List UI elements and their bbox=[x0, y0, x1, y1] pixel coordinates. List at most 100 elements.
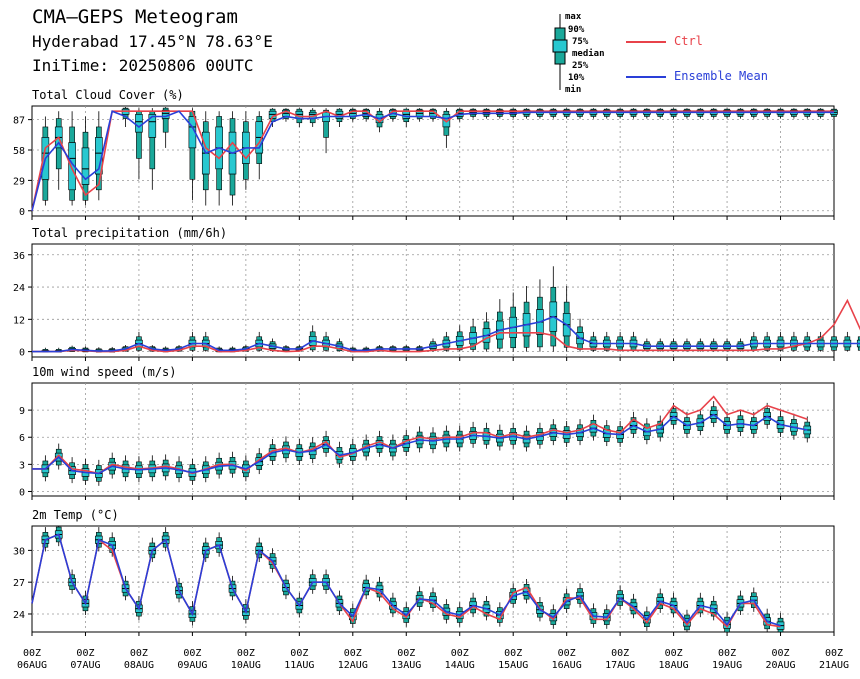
box-lower-2-53 bbox=[737, 427, 744, 432]
box-lower-3-29 bbox=[416, 602, 423, 607]
box-lower-2-30 bbox=[430, 444, 436, 450]
box-lower-0-44 bbox=[617, 114, 623, 117]
box-lower-2-15 bbox=[229, 468, 236, 474]
box-upper-1-42 bbox=[590, 336, 597, 341]
box-lower-3-10 bbox=[162, 543, 169, 548]
xlabel-time-4: 00Z bbox=[237, 648, 255, 659]
box-upper-0-23 bbox=[336, 108, 343, 112]
box-upper-2-21 bbox=[309, 442, 316, 448]
xlabel-time-11: 00Z bbox=[611, 648, 629, 659]
box-lower-2-51 bbox=[710, 418, 717, 423]
box-upper-2-18 bbox=[269, 444, 276, 449]
box-lower-2-48 bbox=[670, 420, 677, 425]
box-upper-2-32 bbox=[456, 430, 463, 436]
box-lower-3-20 bbox=[296, 608, 303, 614]
xlabel-date-9: 15AUG bbox=[498, 660, 528, 671]
box-lower-3-4 bbox=[82, 606, 89, 612]
box-upper-0-15 bbox=[229, 118, 236, 133]
box-lower-3-38 bbox=[537, 613, 543, 618]
box-upper-1-37 bbox=[523, 301, 530, 314]
box-lower-1-22 bbox=[323, 346, 329, 351]
box-upper-1-48 bbox=[670, 341, 677, 345]
box-upper-2-19 bbox=[283, 441, 289, 447]
xlabel-time-7: 00Z bbox=[397, 648, 415, 659]
box-upper-0-26 bbox=[376, 110, 383, 115]
box-upper-3-2 bbox=[55, 526, 62, 532]
box-lower-2-25 bbox=[363, 451, 369, 457]
panel-title-2: 10m wind speed (m/s) bbox=[32, 365, 177, 379]
box-upper-2-2 bbox=[55, 448, 62, 454]
box-lower-0-38 bbox=[537, 114, 543, 117]
box-upper-3-29 bbox=[416, 591, 423, 596]
box-upper-2-56 bbox=[777, 416, 784, 421]
box-upper-3-30 bbox=[430, 592, 436, 597]
box-lower-2-54 bbox=[750, 429, 757, 434]
box-upper-3-48 bbox=[670, 597, 677, 603]
box-lower-0-10 bbox=[162, 118, 169, 133]
box-upper-3-23 bbox=[336, 595, 343, 600]
box-upper-3-50 bbox=[697, 597, 704, 603]
box-lower-0-57 bbox=[791, 114, 797, 117]
ytick-label-1-3: 36 bbox=[13, 251, 25, 262]
box-upper-2-28 bbox=[403, 435, 410, 440]
box-lower-2-41 bbox=[577, 436, 583, 441]
box-upper-2-39 bbox=[550, 424, 557, 430]
box-upper-3-56 bbox=[777, 617, 784, 623]
box-upper-1-18 bbox=[269, 341, 276, 345]
box-upper-1-49 bbox=[684, 341, 690, 345]
box-upper-0-14 bbox=[216, 116, 222, 128]
box-upper-1-39 bbox=[550, 286, 557, 303]
box-lower-0-60 bbox=[831, 114, 837, 117]
box-lower-2-4 bbox=[82, 476, 89, 481]
box-lower-0-31 bbox=[443, 126, 450, 136]
box-upper-2-6 bbox=[109, 457, 115, 463]
xlabel-time-2: 00Z bbox=[130, 648, 148, 659]
init-time-label: IniTime: 20250806 00UTC bbox=[32, 56, 254, 75]
legend-median: median bbox=[572, 49, 605, 59]
box-upper-3-35 bbox=[497, 607, 503, 612]
box-lower-0-22 bbox=[323, 121, 329, 138]
box-lower-1-61 bbox=[844, 346, 851, 351]
legend-ctrl-line bbox=[626, 41, 666, 43]
box-lower-0-56 bbox=[777, 114, 784, 117]
legend-p75: 75% bbox=[572, 37, 589, 47]
box-upper-2-7 bbox=[122, 460, 129, 466]
box-lower-2-32 bbox=[456, 442, 463, 448]
box-lower-3-17 bbox=[256, 553, 263, 559]
xlabel-date-8: 14AUG bbox=[445, 660, 475, 671]
box-lower-1-58 bbox=[804, 346, 811, 351]
box-upper-2-34 bbox=[483, 428, 490, 433]
box-upper-2-38 bbox=[537, 428, 543, 433]
box-lower-3-40 bbox=[563, 604, 570, 609]
box-upper-2-11 bbox=[176, 461, 182, 467]
box-lower-0-3 bbox=[69, 189, 75, 201]
box-upper-1-30 bbox=[430, 341, 436, 345]
box-lower-2-47 bbox=[657, 432, 664, 438]
box-upper-2-22 bbox=[323, 436, 329, 441]
box-lower-0-42 bbox=[590, 114, 597, 117]
box-upper-3-25 bbox=[363, 579, 369, 585]
box-upper-2-25 bbox=[363, 439, 369, 445]
box-upper-3-54 bbox=[750, 592, 757, 597]
box-upper-1-34 bbox=[483, 321, 490, 329]
box-lower-2-56 bbox=[777, 428, 784, 433]
box-upper-1-54 bbox=[750, 336, 757, 341]
box-upper-2-12 bbox=[189, 464, 196, 469]
box-lower-3-12 bbox=[189, 617, 196, 622]
box-lower-0-32 bbox=[456, 116, 463, 119]
box-upper-3-40 bbox=[563, 593, 570, 598]
legend-mean-label: Ensemble Mean bbox=[674, 69, 768, 83]
box-upper-3-17 bbox=[256, 542, 263, 547]
ctrl-line-2 bbox=[32, 395, 808, 475]
xlabel-date-2: 08AUG bbox=[124, 660, 154, 671]
box-upper-3-1 bbox=[42, 532, 49, 537]
panel-title-3: 2m Temp (°C) bbox=[32, 508, 119, 522]
box-upper-1-33 bbox=[470, 326, 476, 333]
box-upper-3-41 bbox=[577, 588, 583, 593]
box-lower-0-14 bbox=[216, 168, 222, 191]
box-lower-2-1 bbox=[42, 472, 49, 478]
box-upper-1-17 bbox=[256, 336, 263, 341]
xlabel-date-4: 10AUG bbox=[231, 660, 261, 671]
ytick-label-3-1: 27 bbox=[13, 578, 25, 589]
box-lower-0-48 bbox=[670, 114, 677, 117]
